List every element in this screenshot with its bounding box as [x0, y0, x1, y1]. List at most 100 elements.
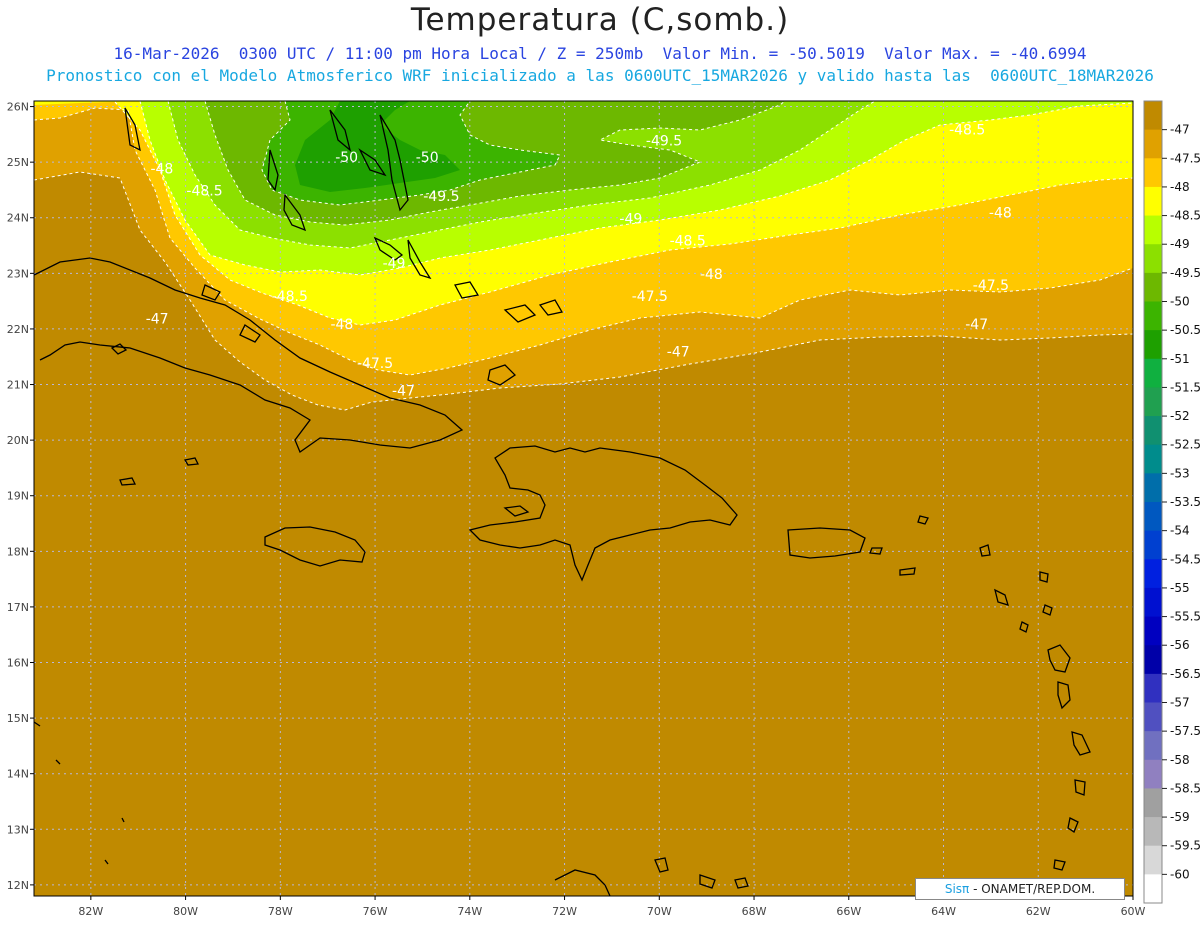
lon-tick-label: 60W: [1121, 905, 1146, 918]
colorbar-label: -49.5: [1170, 266, 1200, 280]
contour-label: -47: [392, 384, 415, 400]
colorbar-label: -55: [1170, 581, 1190, 595]
contour-label: -47.5: [357, 356, 393, 372]
colorbar-swatch: [1144, 502, 1162, 532]
lon-tick-label: 62W: [1026, 905, 1051, 918]
contour-label: -48: [700, 267, 723, 283]
contour-label: -47.5: [973, 278, 1009, 294]
colorbar-label: -52.5: [1170, 438, 1200, 452]
colorbar-label: -48: [1170, 180, 1190, 194]
contour-label: -50: [335, 150, 358, 166]
colorbar-label: -57.5: [1170, 724, 1200, 738]
colorbar-label: -52: [1170, 409, 1190, 423]
map-frame: [33, 100, 1134, 897]
colorbar-swatch: [1144, 330, 1162, 360]
colorbar-swatch: [1144, 301, 1162, 331]
lat-tick-label: 13N: [7, 823, 29, 836]
contour-label: -49.5: [423, 189, 459, 205]
colorbar-label: -53.5: [1170, 495, 1200, 509]
credit-badge: Sisπ - ONAMET/REP.DOM.: [915, 878, 1125, 900]
colorbar-swatch: [1144, 559, 1162, 589]
colorbar-swatch: [1144, 616, 1162, 646]
subtitle-model-info: Pronostico con el Modelo Atmosferico WRF…: [46, 66, 1154, 85]
lat-tick-label: 12N: [7, 879, 29, 892]
colorbar-swatch: [1144, 788, 1162, 818]
contour-label: -50: [416, 150, 439, 166]
colorbar-label: -49: [1170, 237, 1190, 251]
colorbar-swatch: [1144, 101, 1162, 131]
colorbar-swatch: [1144, 702, 1162, 732]
colorbar-label: -59.5: [1170, 839, 1200, 853]
colorbar-swatch: [1144, 673, 1162, 703]
axes: 12N 13N 14N 15N 16N 17N 18N 19N 20N 21N 22N 23N 24N 2…: [7, 101, 1146, 918]
colorbar-label: -58.5: [1170, 781, 1200, 795]
colorbar-swatch: [1144, 186, 1162, 217]
lon-tick-label: 72W: [552, 905, 577, 918]
colorbar-swatch: [1144, 387, 1162, 417]
colorbar-swatch: [1144, 759, 1162, 789]
lon-tick-label: 66W: [836, 905, 861, 918]
lat-tick-label: 18N: [7, 545, 29, 558]
contour-label: -48.5: [272, 289, 308, 305]
lon-tick-label: 74W: [457, 905, 482, 918]
lat-tick-label: 23N: [7, 267, 29, 280]
colorbar-swatch: [1144, 645, 1162, 675]
contour-label: -48.5: [186, 184, 222, 200]
lat-tick-label: 26N: [7, 101, 29, 114]
lon-tick-label: 78W: [268, 905, 293, 918]
lon-tick-label: 76W: [363, 905, 388, 918]
contour-label: -48: [150, 161, 173, 177]
lon-tick-label: 68W: [742, 905, 767, 918]
colorbar-swatch: [1144, 874, 1162, 904]
colorbar-label: -47.5: [1170, 151, 1200, 165]
lat-tick-label: 17N: [7, 601, 29, 614]
colorbar-label: -59: [1170, 810, 1190, 824]
lat-tick-label: 16N: [7, 657, 29, 670]
lat-tick-label: 21N: [7, 379, 29, 392]
band-50-5: [295, 101, 460, 192]
contour-label: -48.5: [949, 122, 985, 138]
temperature-map: -50 -50 -49.5 -49.5 -49 -49 -48.5 -48.5 -48.5 -48…: [7, 100, 1200, 918]
lat-tick-label: 25N: [7, 156, 29, 169]
lat-tick-label: 20N: [7, 434, 29, 447]
lon-tick-label: 64W: [931, 905, 956, 918]
lat-tick-label: 24N: [7, 212, 29, 225]
colorbar-label: -56.5: [1170, 667, 1200, 681]
colorbar-label: -51.5: [1170, 380, 1200, 394]
lon-tick-label: 82W: [78, 905, 103, 918]
colorbar-swatch: [1144, 416, 1162, 446]
colorbar-swatch: [1144, 444, 1162, 474]
colorbar-swatch: [1144, 129, 1162, 159]
colorbar-swatch: [1144, 244, 1162, 274]
contour-label: -47: [667, 345, 690, 361]
colorbar-swatch: [1144, 215, 1162, 245]
lat-tick-label: 22N: [7, 323, 29, 336]
subtitle-valid-time: 16-Mar-2026 0300 UTC / 11:00 pm Hora Loc…: [113, 44, 1087, 63]
graticule: [34, 101, 1133, 896]
colorbar: -47 -47.5 -48 -48.5 -49 -49.5 -50 -50.5 -51 -51.5…: [1143, 100, 1200, 904]
colorbar-label: -54.5: [1170, 552, 1200, 566]
colorbar-label: -53: [1170, 466, 1190, 480]
contour-label: -48: [989, 206, 1012, 222]
contour-label: -47: [965, 317, 988, 333]
colorbar-swatch: [1144, 272, 1162, 302]
colorbar-swatch: [1144, 158, 1162, 188]
colorbar-swatch: [1144, 358, 1162, 388]
colorbar-swatch: [1144, 530, 1162, 560]
colorbar-label: -47: [1170, 123, 1190, 137]
lat-tick-label: 15N: [7, 712, 29, 725]
colorbar-label: -54: [1170, 524, 1190, 538]
contour-label: -47.5: [632, 289, 668, 305]
credit-text: - ONAMET/REP.DOM.: [969, 882, 1096, 896]
lat-tick-label: 14N: [7, 768, 29, 781]
colorbar-swatch: [1144, 473, 1162, 503]
lon-tick-label: 70W: [647, 905, 672, 918]
colorbar-label: -58: [1170, 753, 1190, 767]
colorbar-label: -50: [1170, 295, 1190, 309]
contour-labels: -50 -50 -49.5 -49.5 -49 -49 -48.5 -48.5 -48.5 -48…: [146, 122, 1012, 399]
contour-label: -47: [146, 311, 169, 327]
chart-title: Temperatura (C,somb.): [410, 2, 790, 38]
contour-label: -48: [330, 317, 353, 333]
contour-label: -49.5: [646, 133, 682, 149]
colorbar-label: -50.5: [1170, 323, 1200, 337]
